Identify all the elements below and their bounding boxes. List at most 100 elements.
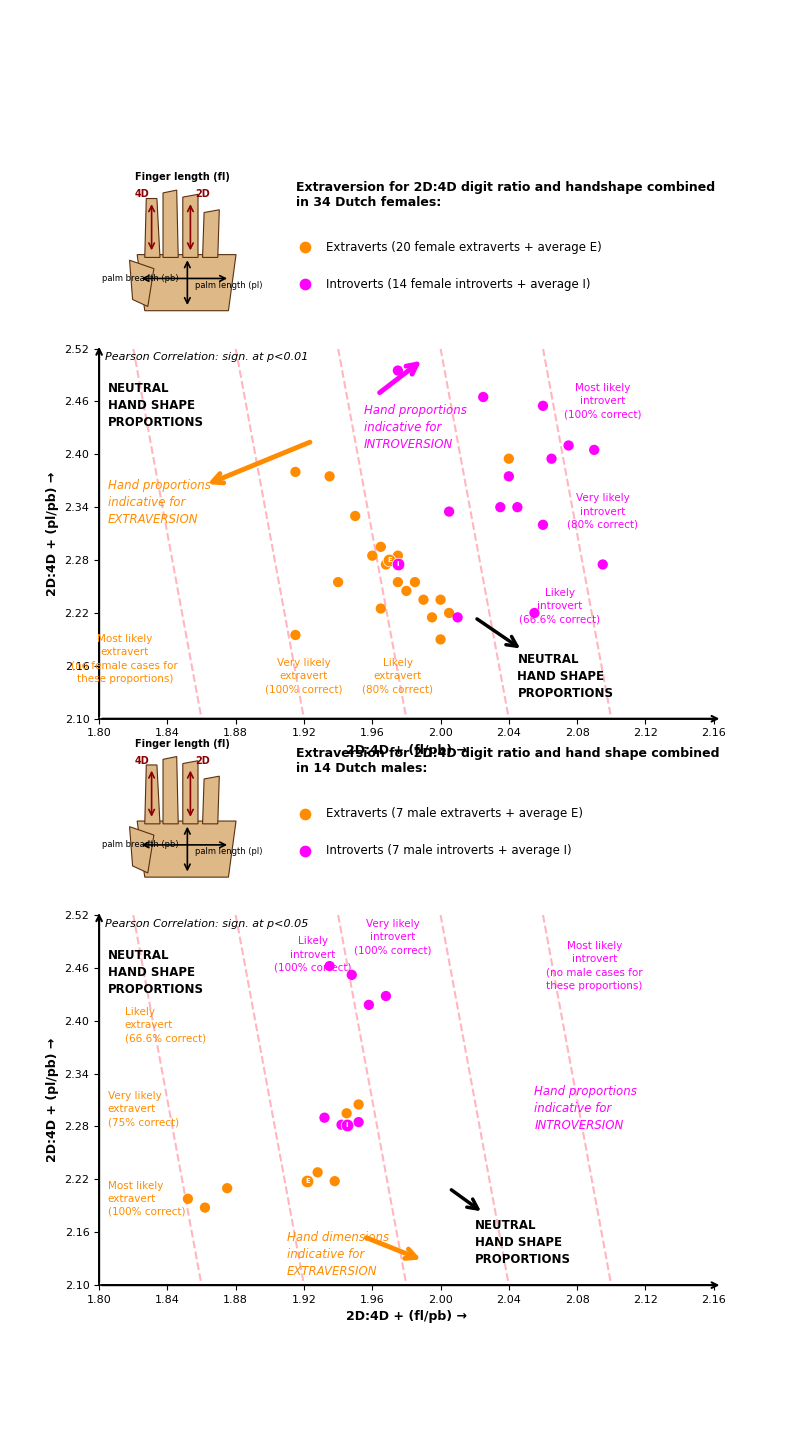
Text: palm breadth (pb): palm breadth (pb) — [102, 274, 178, 283]
Text: Most likely
extravert
(no female cases for
these proportions): Most likely extravert (no female cases f… — [71, 634, 178, 683]
Point — [335, 1113, 348, 1136]
Text: Likely
introvert
(66.6% correct): Likely introvert (66.6% correct) — [519, 588, 600, 624]
Polygon shape — [137, 254, 236, 310]
Text: Extraversion for 2D:4D digit ratio and hand shape combined
in 14 Dutch males:: Extraversion for 2D:4D digit ratio and h… — [297, 748, 720, 775]
Point — [392, 360, 404, 383]
Point — [318, 1106, 331, 1129]
Polygon shape — [163, 191, 178, 257]
Point — [198, 1196, 211, 1219]
Text: NEUTRAL
HAND SHAPE
PROPORTIONS: NEUTRAL HAND SHAPE PROPORTIONS — [475, 1219, 571, 1266]
Text: Very likely
introvert
(100% correct): Very likely introvert (100% correct) — [354, 918, 431, 954]
Point — [374, 536, 387, 559]
Point — [366, 544, 378, 567]
Point — [298, 803, 311, 826]
Polygon shape — [129, 826, 154, 874]
Text: Most likely
introvert
(100% correct): Most likely introvert (100% correct) — [564, 383, 642, 420]
Point — [362, 993, 375, 1017]
Point — [537, 394, 550, 417]
Text: NEUTRAL
HAND SHAPE
PROPORTIONS: NEUTRAL HAND SHAPE PROPORTIONS — [108, 949, 204, 996]
Point — [324, 954, 336, 978]
Text: NEUTRAL
HAND SHAPE
PROPORTIONS: NEUTRAL HAND SHAPE PROPORTIONS — [108, 383, 204, 429]
Text: I: I — [396, 562, 399, 567]
Point — [417, 588, 430, 611]
Text: E: E — [387, 557, 392, 563]
Point — [503, 465, 515, 488]
Text: Hand proportions
indicative for
EXTRAVERSION: Hand proportions indicative for EXTRAVER… — [108, 479, 210, 526]
Text: Likely
extravert
(66.6% correct): Likely extravert (66.6% correct) — [125, 1006, 206, 1044]
Point — [182, 1187, 194, 1210]
Point — [494, 495, 507, 518]
Text: Very likely
extravert
(75% correct): Very likely extravert (75% correct) — [108, 1090, 178, 1128]
Point — [349, 504, 362, 527]
Text: Very likely
introvert
(80% correct): Very likely introvert (80% correct) — [567, 494, 638, 530]
Point — [324, 465, 336, 488]
Point — [289, 461, 302, 484]
Point — [374, 596, 387, 619]
Point — [392, 544, 404, 567]
Point — [352, 1110, 365, 1134]
Point — [298, 273, 311, 296]
Polygon shape — [145, 198, 160, 257]
Point — [503, 448, 515, 471]
Text: Finger length (fl): Finger length (fl) — [136, 172, 230, 182]
Point — [451, 606, 464, 630]
Point — [346, 963, 358, 986]
Point — [289, 624, 302, 647]
Text: Extraverts (7 male extraverts + average E): Extraverts (7 male extraverts + average … — [326, 807, 583, 820]
Y-axis label: 2D:4D + (pl/pb) →: 2D:4D + (pl/pb) → — [46, 471, 59, 596]
Point — [477, 386, 489, 409]
Text: Finger length (fl): Finger length (fl) — [136, 739, 230, 749]
Point — [298, 235, 311, 258]
Text: Pearson Correlation: sign. at p<0.05: Pearson Correlation: sign. at p<0.05 — [105, 918, 308, 928]
Text: Most likely
extravert
(100% correct): Most likely extravert (100% correct) — [108, 1181, 185, 1217]
Point — [435, 628, 447, 651]
Point — [220, 1177, 233, 1200]
Point — [328, 1170, 341, 1193]
Point — [511, 495, 523, 518]
Point — [383, 549, 396, 572]
Text: 2D: 2D — [195, 189, 210, 199]
Text: NEUTRAL
HAND SHAPE
PROPORTIONS: NEUTRAL HAND SHAPE PROPORTIONS — [517, 653, 613, 700]
Text: Hand dimensions
indicative for
EXTRAVERSION: Hand dimensions indicative for EXTRAVERS… — [287, 1230, 389, 1278]
X-axis label: 2D:4D + (fl/pb) →: 2D:4D + (fl/pb) → — [346, 1311, 467, 1324]
Point — [435, 588, 447, 611]
Point — [380, 553, 393, 576]
Text: Extraverts (20 female extraverts + average E): Extraverts (20 female extraverts + avera… — [326, 241, 602, 254]
Y-axis label: 2D:4D + (pl/pb) →: 2D:4D + (pl/pb) → — [46, 1038, 59, 1162]
Point — [301, 1170, 314, 1193]
Text: 4D: 4D — [134, 189, 149, 199]
Point — [588, 439, 600, 462]
Text: E: E — [305, 1178, 310, 1184]
Point — [400, 579, 412, 602]
Polygon shape — [137, 822, 236, 877]
Point — [562, 435, 575, 458]
Polygon shape — [163, 757, 178, 825]
Polygon shape — [183, 195, 198, 257]
Text: Most likely
introvert
(no male cases for
these proportions): Most likely introvert (no male cases for… — [546, 941, 642, 991]
Text: Hand proportions
indicative for
INTROVERSION: Hand proportions indicative for INTROVER… — [364, 404, 466, 452]
Point — [528, 601, 541, 624]
Point — [392, 553, 404, 576]
Point — [442, 601, 455, 624]
Text: Pearson Correlation: sign. at p<0.01: Pearson Correlation: sign. at p<0.01 — [105, 352, 308, 362]
Point — [537, 513, 550, 536]
Text: 2D: 2D — [195, 755, 210, 765]
Text: 4D: 4D — [134, 755, 149, 765]
Point — [442, 500, 455, 523]
Text: I: I — [346, 1122, 348, 1128]
Point — [352, 1093, 365, 1116]
Polygon shape — [202, 777, 220, 825]
X-axis label: 2D:4D + (fl/pb) →: 2D:4D + (fl/pb) → — [346, 744, 467, 757]
Text: Hand proportions
indicative for
INTROVERSION: Hand proportions indicative for INTROVER… — [534, 1086, 638, 1132]
Text: Likely
extravert
(80% correct): Likely extravert (80% correct) — [362, 658, 434, 695]
Text: palm length (pl): palm length (pl) — [195, 282, 262, 290]
Polygon shape — [202, 209, 220, 257]
Point — [312, 1161, 324, 1184]
Point — [340, 1102, 353, 1125]
Text: Likely
introvert
(100% correct): Likely introvert (100% correct) — [274, 936, 351, 973]
Point — [340, 1113, 353, 1136]
Point — [380, 985, 393, 1008]
Text: palm breadth (pb): palm breadth (pb) — [102, 840, 178, 849]
Text: palm length (pl): palm length (pl) — [195, 848, 262, 856]
Point — [596, 553, 609, 576]
